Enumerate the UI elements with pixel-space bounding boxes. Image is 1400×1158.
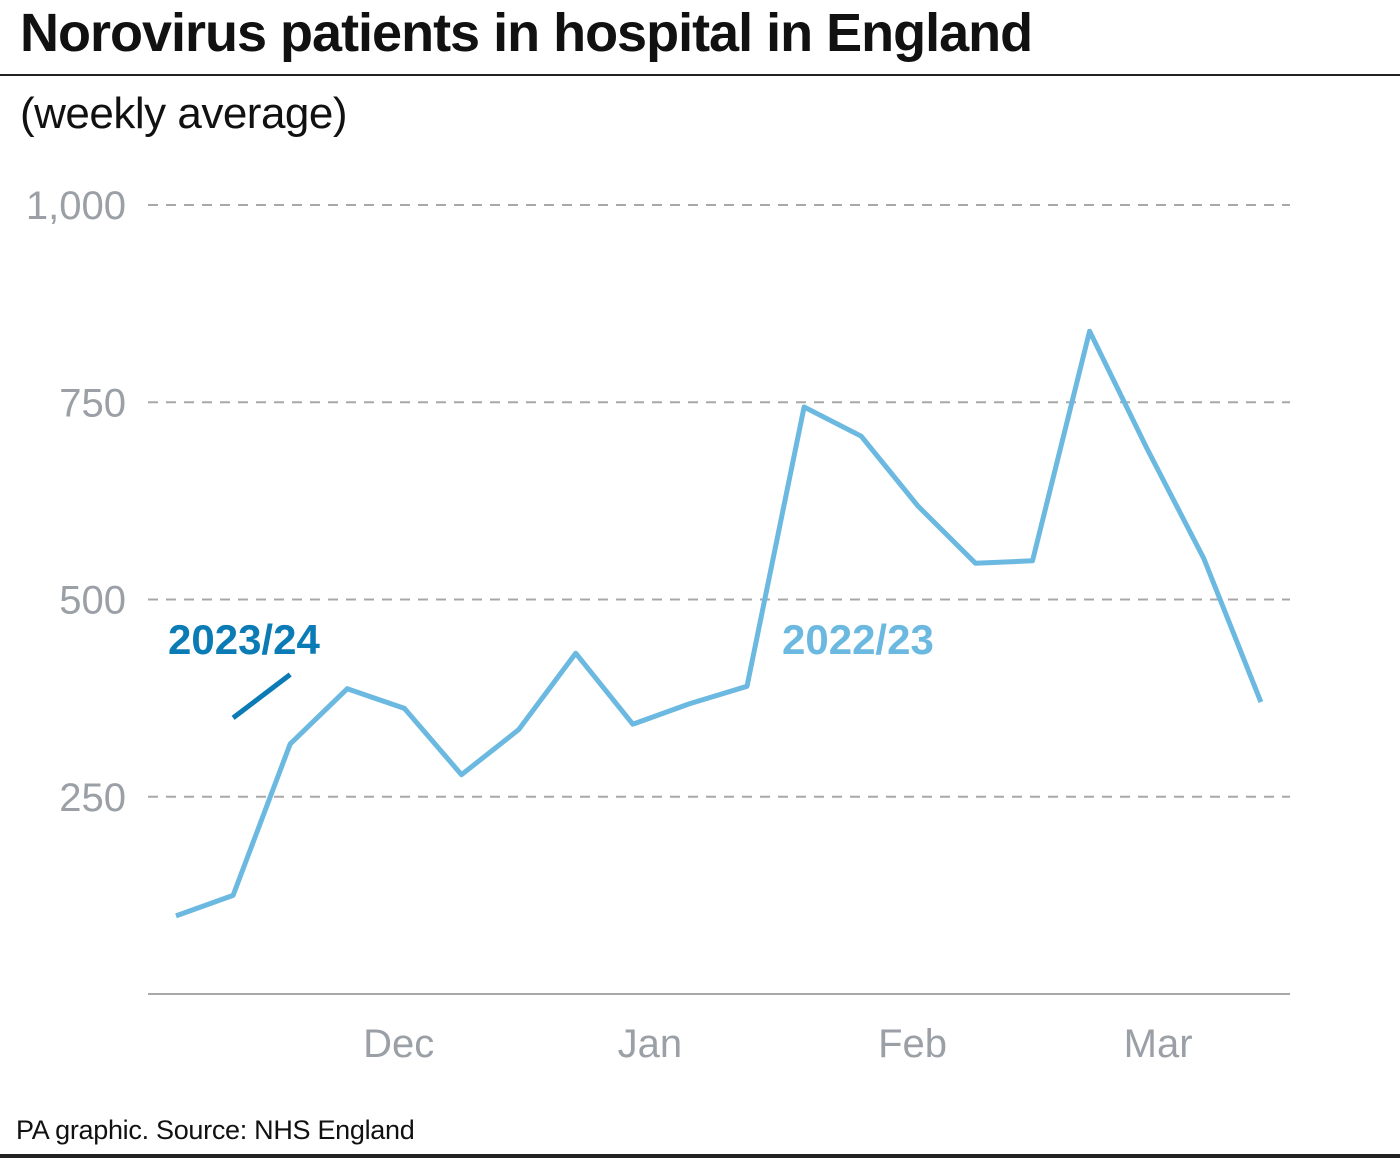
gridlines [148,204,1290,798]
series-lines [175,328,1264,919]
bottom-divider [0,1154,1400,1158]
x-tick-label: Jan [618,1022,683,1066]
x-axis-ticks: Dec Jan Feb Mar [363,1022,1192,1066]
line-chart: 250 500 750 1,000 Dec Jan Feb Mar 2023/24 2022… [26,184,1290,1066]
y-tick-label: 750 [59,381,126,425]
y-axis-ticks: 250 500 750 1,000 [26,184,126,820]
chart-title: Norovirus patients in hospital in Englan… [20,3,1033,63]
series-line-2022-23 [175,328,1264,919]
y-tick-label: 500 [59,579,126,623]
series-line-2023-24 [231,672,292,720]
x-tick-label: Feb [878,1022,947,1066]
chart-subtitle: (weekly average) [20,89,348,138]
series-label-2023-24: 2023/24 [168,616,320,663]
title-divider [0,74,1400,76]
x-tick-label: Mar [1124,1022,1193,1066]
y-tick-label: 250 [59,776,126,820]
y-tick-label: 1,000 [26,184,126,228]
x-tick-label: Dec [363,1022,434,1066]
source-credit: PA graphic. Source: NHS England [16,1115,415,1145]
series-label-2022-23: 2022/23 [782,616,934,663]
